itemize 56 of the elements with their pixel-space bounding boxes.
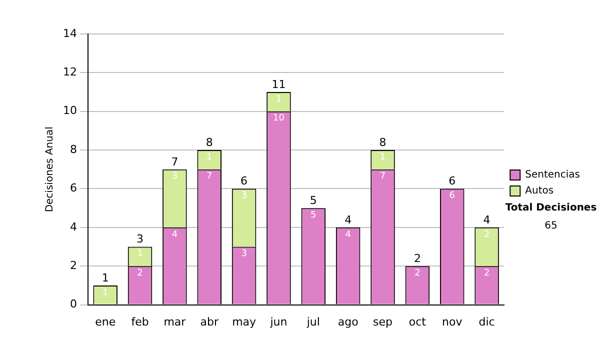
- data-label: 10: [273, 114, 285, 124]
- data-label: 2: [414, 268, 420, 278]
- data-label: 6: [449, 191, 456, 202]
- data-label: 4: [172, 230, 178, 240]
- y-axis-title: Decisiones Anual: [44, 126, 56, 212]
- x-tick-label: nov: [442, 315, 463, 328]
- data-label: 5: [310, 210, 316, 220]
- x-tick-label: mar: [164, 315, 186, 328]
- data-label: 2: [484, 268, 490, 278]
- total-label: 4: [483, 213, 490, 226]
- y-tick-label: 4: [70, 220, 77, 234]
- data-label: 3: [241, 191, 247, 202]
- total-label: 2: [414, 252, 421, 265]
- total-label: 6: [448, 174, 456, 188]
- total-label: 11: [272, 78, 286, 91]
- x-tick-label: feb: [131, 315, 149, 328]
- total-label: 3: [136, 232, 144, 246]
- x-tick-label: ene: [95, 315, 116, 328]
- x-tick-label: jul: [306, 315, 320, 328]
- data-label: 7: [206, 172, 212, 182]
- y-tick-label: 0: [70, 298, 77, 311]
- legend-label: Sentencias: [525, 170, 580, 181]
- total-label: 4: [344, 213, 352, 226]
- total-label: 6: [240, 174, 248, 188]
- data-label: 3: [172, 172, 178, 182]
- data-label: 1: [206, 152, 212, 162]
- legend-label: Autos: [525, 186, 554, 197]
- data-label: 2: [137, 268, 143, 278]
- y-tick-label: 12: [62, 66, 77, 79]
- total-label: 1: [102, 271, 109, 284]
- total-label: 8: [206, 136, 213, 149]
- data-label: 1: [380, 152, 386, 162]
- total-label: 7: [171, 155, 178, 168]
- data-label: 1: [276, 94, 282, 104]
- y-tick-label: 14: [62, 26, 77, 40]
- x-tick-label: jun: [269, 315, 288, 328]
- data-label: 2: [484, 230, 490, 240]
- x-tick-label: ago: [338, 315, 359, 328]
- data-label: 1: [102, 288, 108, 298]
- x-tick-label: dic: [478, 315, 495, 328]
- x-tick-label: sep: [373, 315, 393, 328]
- x-tick-label: may: [232, 315, 257, 328]
- x-tick-label: abr: [200, 315, 219, 328]
- data-label: 7: [380, 172, 386, 182]
- y-tick-label: 8: [70, 142, 77, 156]
- total-label: 8: [379, 136, 386, 149]
- data-label: 3: [241, 249, 247, 260]
- data-label: 4: [345, 230, 352, 240]
- text: Total Decisiones: [505, 202, 597, 214]
- text: 65: [544, 220, 558, 232]
- data-label: 1: [137, 249, 143, 260]
- y-tick-label: 6: [70, 182, 77, 195]
- x-tick-label: oct: [408, 315, 427, 328]
- total-label: 5: [310, 194, 317, 207]
- y-tick-label: 10: [62, 104, 77, 118]
- y-tick-label: 2: [70, 258, 77, 272]
